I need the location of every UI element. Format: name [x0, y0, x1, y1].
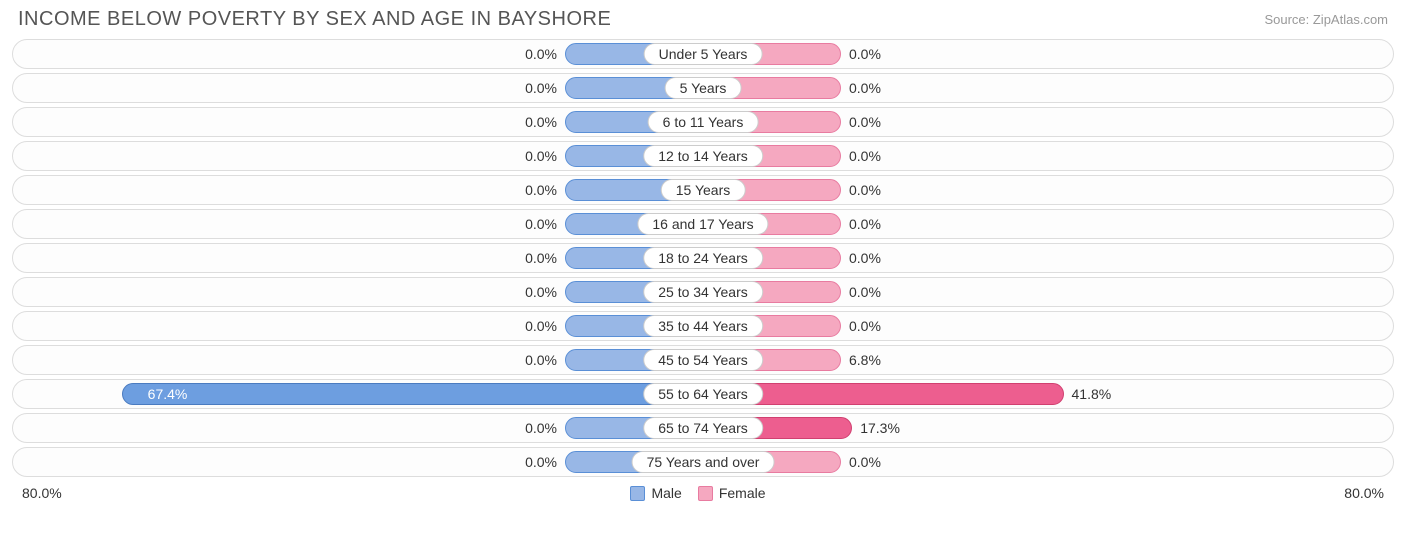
- female-value: 0.0%: [841, 40, 881, 68]
- category-label: 5 Years: [665, 77, 742, 99]
- category-label: 18 to 24 Years: [643, 247, 763, 269]
- category-label: 16 and 17 Years: [637, 213, 768, 235]
- chart-row: 0.0% 6.8% 45 to 54 Years: [12, 345, 1394, 375]
- female-value: 0.0%: [841, 278, 881, 306]
- category-label: 15 Years: [661, 179, 746, 201]
- chart-row: 0.0% 0.0% 35 to 44 Years: [12, 311, 1394, 341]
- female-value: 0.0%: [841, 142, 881, 170]
- female-value: 41.8%: [1064, 380, 1112, 408]
- chart-row: 0.0% 0.0% 25 to 34 Years: [12, 277, 1394, 307]
- category-label: 12 to 14 Years: [643, 145, 763, 167]
- male-value: 0.0%: [525, 210, 565, 238]
- male-value: 67.4%: [134, 380, 188, 408]
- male-value: 0.0%: [525, 414, 565, 442]
- female-value: 0.0%: [841, 210, 881, 238]
- category-label: 55 to 64 Years: [643, 383, 763, 405]
- male-value: 0.0%: [525, 176, 565, 204]
- male-value: 0.0%: [525, 448, 565, 476]
- category-label: 65 to 74 Years: [643, 417, 763, 439]
- chart-row: 0.0% 0.0% Under 5 Years: [12, 39, 1394, 69]
- legend-swatch-female: [698, 486, 713, 501]
- category-label: 6 to 11 Years: [648, 111, 759, 133]
- poverty-butterfly-chart: INCOME BELOW POVERTY BY SEX AND AGE IN B…: [0, 0, 1406, 558]
- legend-label-male: Male: [651, 485, 681, 501]
- chart-header: INCOME BELOW POVERTY BY SEX AND AGE IN B…: [0, 0, 1406, 35]
- female-value: 0.0%: [841, 312, 881, 340]
- chart-source: Source: ZipAtlas.com: [1264, 12, 1388, 27]
- chart-row: 0.0% 0.0% 6 to 11 Years: [12, 107, 1394, 137]
- chart-row: 0.0% 0.0% 5 Years: [12, 73, 1394, 103]
- female-value: 0.0%: [841, 74, 881, 102]
- legend-swatch-male: [630, 486, 645, 501]
- female-value: 17.3%: [852, 414, 900, 442]
- chart-rows: 0.0%0.0%Under 5 Years0.0%0.0%5 Years0.0%…: [0, 35, 1406, 477]
- chart-row: 67.4% 41.8% 55 to 64 Years: [12, 379, 1394, 409]
- female-value: 0.0%: [841, 108, 881, 136]
- chart-row: 0.0% 0.0% 16 and 17 Years: [12, 209, 1394, 239]
- male-value: 0.0%: [525, 278, 565, 306]
- legend-label-female: Female: [719, 485, 766, 501]
- category-label: 45 to 54 Years: [643, 349, 763, 371]
- female-value: 6.8%: [841, 346, 881, 374]
- category-label: 25 to 34 Years: [643, 281, 763, 303]
- female-value: 0.0%: [841, 176, 881, 204]
- female-value: 0.0%: [841, 448, 881, 476]
- male-bar: [122, 383, 703, 405]
- category-label: 75 Years and over: [632, 451, 775, 473]
- chart-row: 0.0% 17.3% 65 to 74 Years: [12, 413, 1394, 443]
- male-value: 0.0%: [525, 74, 565, 102]
- male-value: 0.0%: [525, 40, 565, 68]
- category-label: Under 5 Years: [644, 43, 763, 65]
- chart-row: 0.0% 0.0% 12 to 14 Years: [12, 141, 1394, 171]
- male-value: 0.0%: [525, 244, 565, 272]
- category-label: 35 to 44 Years: [643, 315, 763, 337]
- male-value: 0.0%: [525, 312, 565, 340]
- chart-row: 0.0% 0.0% 75 Years and over: [12, 447, 1394, 477]
- male-value: 0.0%: [525, 346, 565, 374]
- chart-legend: Male Female: [630, 485, 775, 501]
- chart-row: 0.0% 0.0% 18 to 24 Years: [12, 243, 1394, 273]
- male-value: 0.0%: [525, 108, 565, 136]
- chart-title: INCOME BELOW POVERTY BY SEX AND AGE IN B…: [18, 8, 611, 31]
- female-value: 0.0%: [841, 244, 881, 272]
- male-value: 0.0%: [525, 142, 565, 170]
- axis-right-max: 80.0%: [1344, 485, 1384, 501]
- axis-left-max: 80.0%: [22, 485, 62, 501]
- chart-row: 0.0% 0.0% 15 Years: [12, 175, 1394, 205]
- chart-footer: 80.0% Male Female 80.0%: [0, 481, 1406, 501]
